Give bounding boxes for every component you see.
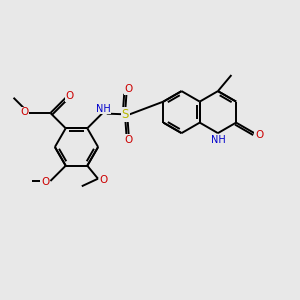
Text: NH: NH xyxy=(211,135,226,145)
Text: O: O xyxy=(255,130,263,140)
Text: NH: NH xyxy=(96,104,111,114)
Text: O: O xyxy=(124,84,132,94)
Text: O: O xyxy=(20,107,28,117)
Text: O: O xyxy=(66,91,74,101)
Text: S: S xyxy=(122,108,129,121)
Text: O: O xyxy=(124,135,132,145)
Text: O: O xyxy=(99,175,107,185)
Text: O: O xyxy=(41,177,49,187)
